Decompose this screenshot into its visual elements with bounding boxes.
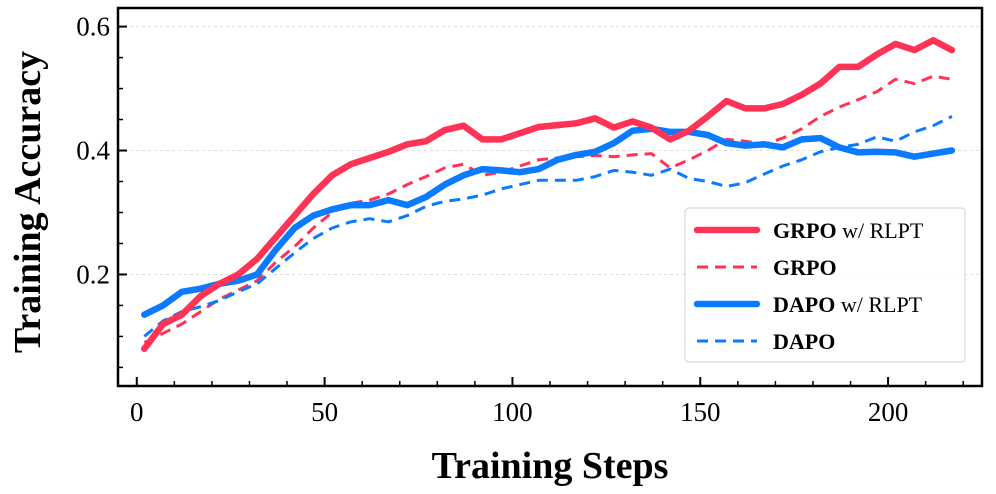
y-tick-label: 0.4: [76, 136, 110, 166]
legend: GRPO w/ RLPT GRPO DAPO w/ RLPT DAPO: [684, 207, 966, 363]
series-line-grpo-w-rlpt: [141, 36, 956, 353]
x-tick-label: 100: [492, 397, 533, 427]
series-lines: [141, 36, 956, 353]
x-tick-label: 50: [311, 397, 338, 427]
y-axis-title: Training Accuracy: [7, 51, 49, 353]
x-axis-title: Training Steps: [432, 445, 669, 487]
x-tick-label: 0: [130, 397, 144, 427]
y-tick-label: 0.2: [76, 259, 110, 289]
series-line-dapo-w-rlpt: [141, 125, 956, 318]
legend-label: DAPO: [773, 329, 835, 354]
x-tick-label: 150: [680, 397, 721, 427]
legend-label: GRPO: [773, 255, 837, 280]
series-line-dapo: [143, 115, 953, 338]
legend-label: DAPO w/ RLPT: [773, 292, 923, 317]
x-tick-label: 200: [868, 397, 909, 427]
legend-box: [684, 207, 966, 363]
legend-label: GRPO w/ RLPT: [773, 218, 924, 243]
ticks: 0.2 0.4 0.6 0 50 100 150 200: [76, 12, 964, 427]
y-tick-label: 0.6: [76, 12, 110, 42]
